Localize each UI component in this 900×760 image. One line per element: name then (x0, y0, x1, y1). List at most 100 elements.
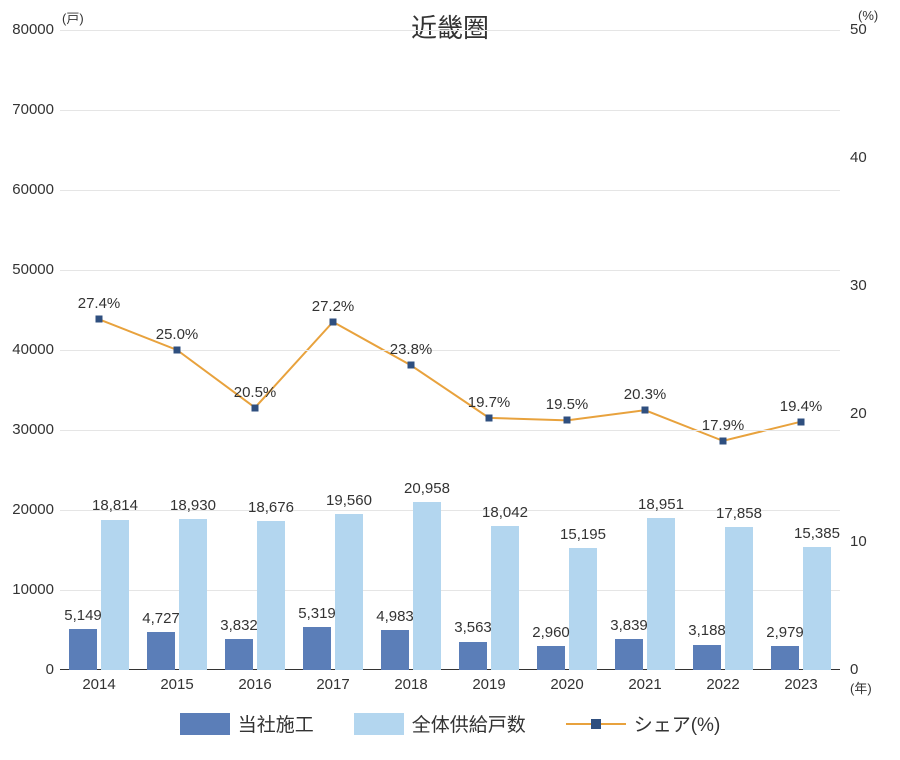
bar-company (69, 629, 97, 670)
legend-swatch (180, 713, 230, 735)
bar-label: 18,930 (170, 497, 216, 514)
bar-label: 18,676 (248, 499, 294, 516)
bar-label: 3,832 (220, 617, 258, 634)
share-label: 27.4% (78, 295, 121, 312)
x-tick-label: 2019 (472, 676, 505, 693)
share-marker (408, 362, 415, 369)
bar-company (771, 646, 799, 670)
y-tick-left: 30000 (12, 421, 54, 438)
bar-label: 18,814 (92, 497, 138, 514)
share-label: 23.8% (390, 341, 433, 358)
share-label: 20.5% (234, 384, 277, 401)
share-label: 19.5% (546, 396, 589, 413)
x-tick-label: 2020 (550, 676, 583, 693)
bar-company (303, 627, 331, 670)
gridline (60, 30, 840, 31)
x-tick-label: 2018 (394, 676, 427, 693)
bar-label: 3,188 (688, 622, 726, 639)
bar-total (101, 520, 129, 671)
legend-label: シェア(%) (634, 710, 721, 737)
share-label: 19.4% (780, 398, 823, 415)
share-label: 25.0% (156, 326, 199, 343)
legend-line-swatch (566, 713, 626, 735)
y-tick-left: 0 (46, 661, 54, 678)
bar-label: 5,319 (298, 605, 336, 622)
y-tick-right: 30 (850, 277, 867, 294)
x-tick-label: 2022 (706, 676, 739, 693)
share-marker (96, 316, 103, 323)
bar-total (413, 502, 441, 670)
y-tick-right: 0 (850, 661, 858, 678)
legend-item: シェア(%) (566, 710, 721, 737)
gridline (60, 590, 840, 591)
share-line (99, 319, 801, 441)
x-axis-unit: (年) (850, 678, 872, 697)
gridline (60, 110, 840, 111)
gridline (60, 190, 840, 191)
bar-total (491, 526, 519, 670)
share-marker (330, 318, 337, 325)
bar-total (647, 518, 675, 670)
bar-company (381, 630, 409, 670)
bar-company (615, 639, 643, 670)
y-tick-left: 60000 (12, 181, 54, 198)
legend-item: 全体供給戸数 (354, 710, 526, 737)
bar-label: 15,385 (794, 525, 840, 542)
bar-company (225, 639, 253, 670)
plot-area (60, 30, 840, 670)
share-marker (720, 437, 727, 444)
y-tick-right: 10 (850, 533, 867, 550)
gridline (60, 270, 840, 271)
bar-label: 4,983 (376, 608, 414, 625)
bar-total (335, 514, 363, 670)
x-tick-label: 2023 (784, 676, 817, 693)
legend-swatch (354, 713, 404, 735)
share-marker (798, 418, 805, 425)
share-label: 20.3% (624, 386, 667, 403)
y-tick-left: 20000 (12, 501, 54, 518)
bar-total (725, 527, 753, 670)
y-tick-left: 80000 (12, 21, 54, 38)
legend: 当社施工 全体供給戸数 シェア(%) (60, 710, 840, 737)
bar-total (569, 548, 597, 670)
share-label: 19.7% (468, 394, 511, 411)
bar-company (147, 632, 175, 670)
bar-label: 17,858 (716, 505, 762, 522)
bar-label: 5,149 (64, 607, 102, 624)
x-axis-line (60, 669, 840, 670)
y-tick-left: 40000 (12, 341, 54, 358)
left-axis-unit: (戸) (62, 8, 84, 27)
legend-item: 当社施工 (180, 710, 314, 737)
bar-company (459, 642, 487, 671)
share-label: 17.9% (702, 417, 745, 434)
y-tick-left: 10000 (12, 581, 54, 598)
bar-total (257, 521, 285, 670)
y-tick-right: 40 (850, 149, 867, 166)
bar-label: 15,195 (560, 526, 606, 543)
share-marker (564, 417, 571, 424)
x-tick-label: 2015 (160, 676, 193, 693)
share-marker (252, 404, 259, 411)
x-tick-label: 2021 (628, 676, 661, 693)
y-tick-right: 20 (850, 405, 867, 422)
bar-label: 18,951 (638, 496, 684, 513)
chart-container: 近畿圏 (戸) (%) (年) 当社施工全体供給戸数シェア(%) 0100002… (0, 0, 900, 760)
share-label: 27.2% (312, 298, 355, 315)
legend-label: 全体供給戸数 (412, 710, 526, 737)
y-tick-left: 50000 (12, 261, 54, 278)
legend-label: 当社施工 (238, 710, 314, 737)
bar-total (179, 519, 207, 670)
y-tick-left: 70000 (12, 101, 54, 118)
bar-label: 2,979 (766, 624, 804, 641)
bar-label: 2,960 (532, 624, 570, 641)
share-marker (486, 414, 493, 421)
x-tick-label: 2014 (82, 676, 115, 693)
bar-company (693, 645, 721, 671)
bar-label: 20,958 (404, 480, 450, 497)
x-tick-label: 2017 (316, 676, 349, 693)
bar-label: 4,727 (142, 610, 180, 627)
bar-label: 3,839 (610, 617, 648, 634)
y-tick-right: 50 (850, 21, 867, 38)
bar-label: 3,563 (454, 619, 492, 636)
share-marker (642, 407, 649, 414)
